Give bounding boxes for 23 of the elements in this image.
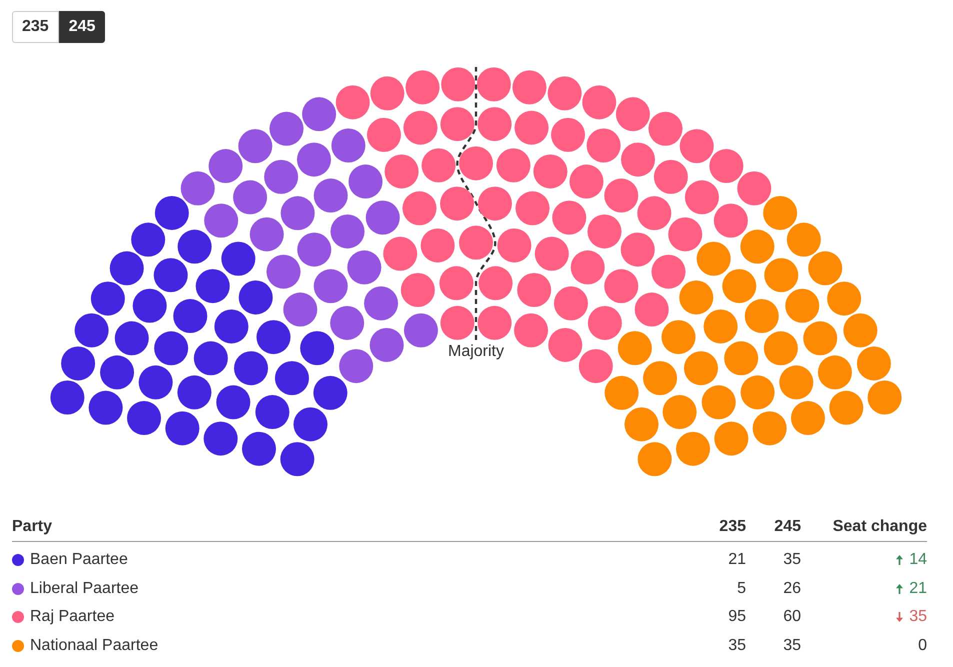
- legend-title: Party: [12, 518, 54, 536]
- data-label: 14: [909, 551, 927, 570]
- text: Seat change: [832, 518, 927, 536]
- data-label: 21: [728, 551, 746, 570]
- data-label: 35: [728, 636, 746, 655]
- data-label: 35: [909, 608, 927, 626]
- toggle-button[interactable]: 245: [58, 11, 106, 43]
- data-label: 95: [728, 608, 746, 626]
- data-label: 21: [909, 580, 927, 598]
- data-label: 60: [783, 608, 801, 626]
- category-label: Baen Paartee: [30, 551, 128, 570]
- text: 235: [719, 518, 746, 535]
- data-label: 35: [783, 551, 801, 570]
- data-label: 35: [783, 636, 801, 655]
- category-label: Liberal Paartee: [30, 580, 139, 598]
- text: 245: [774, 518, 801, 535]
- category-label: Raj Paartee: [30, 608, 114, 626]
- toggle-button[interactable]: 235: [12, 11, 59, 43]
- data-label: 0: [918, 636, 927, 655]
- data-label: 26: [783, 580, 801, 598]
- text: Majority: [448, 343, 504, 360]
- category-label: Nationaal Paartee: [30, 636, 158, 655]
- data-label: 5: [737, 580, 746, 598]
